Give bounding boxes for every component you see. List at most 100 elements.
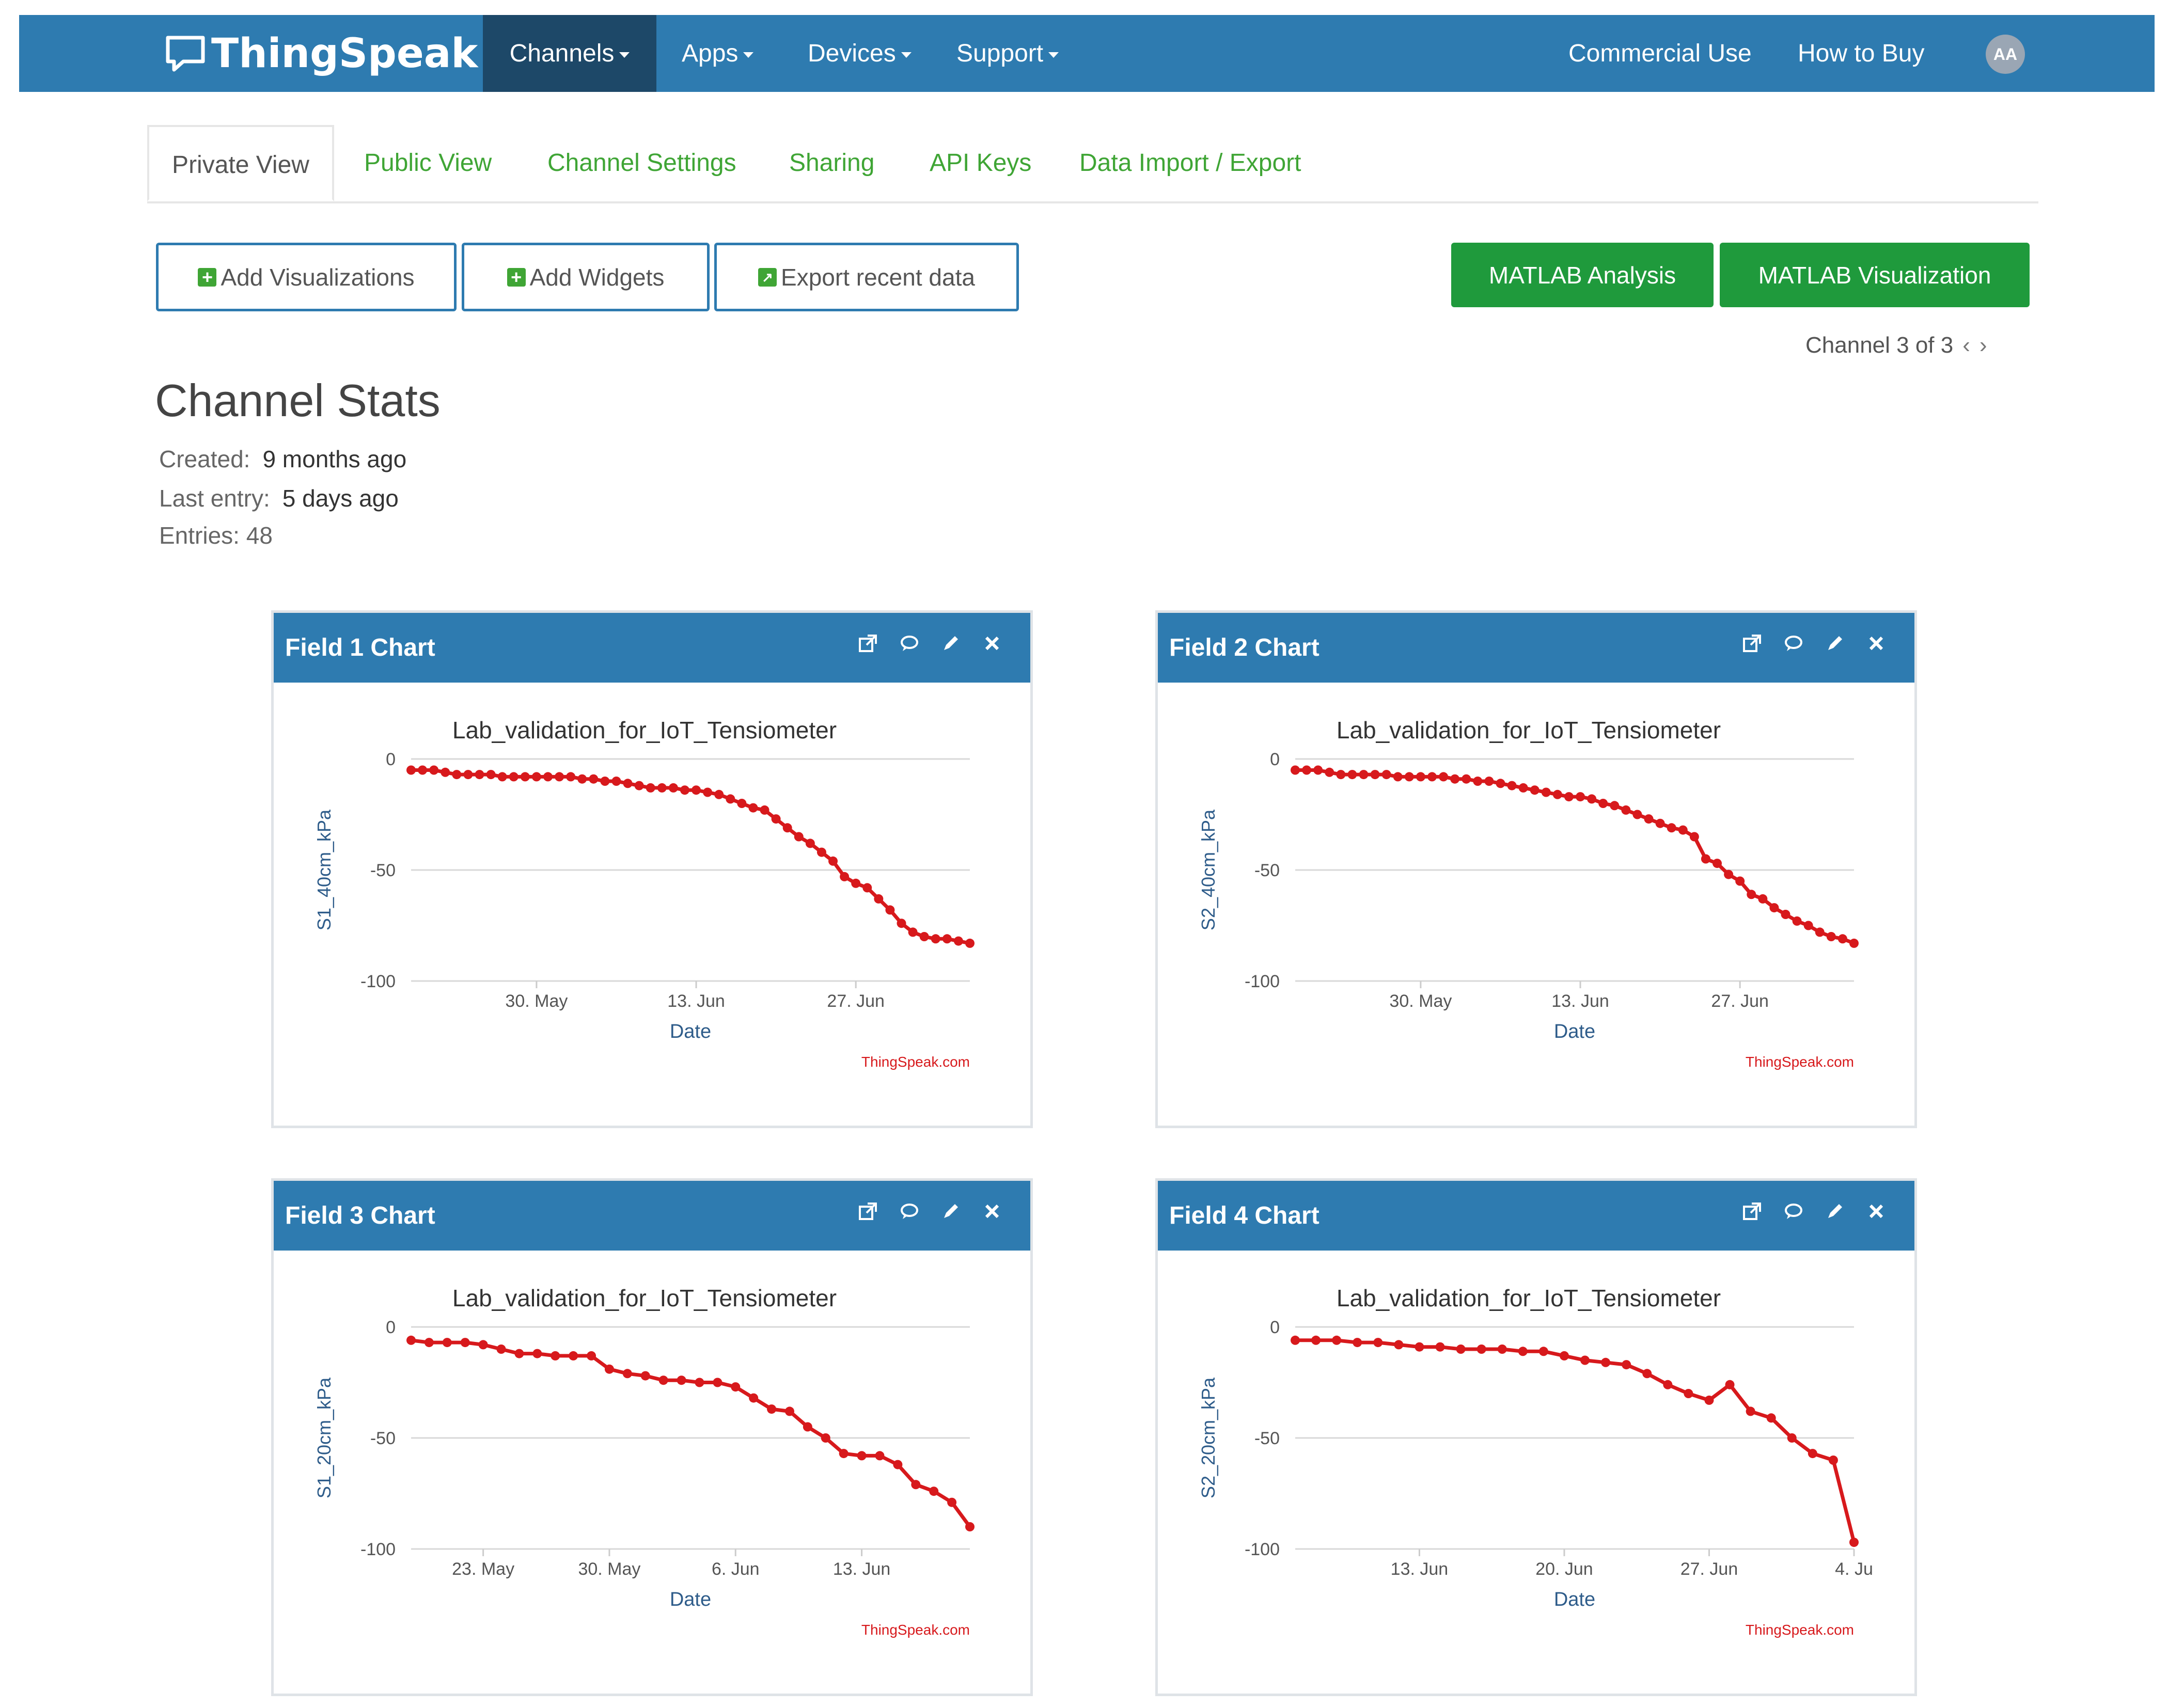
close-icon[interactable] [982,1201,1002,1221]
close-icon[interactable] [1866,1201,1886,1221]
data-point[interactable] [555,772,564,782]
data-point[interactable] [1792,916,1802,926]
data-point[interactable] [805,839,815,848]
data-point[interactable] [1393,772,1403,782]
data-point[interactable] [911,1480,921,1490]
nav-devices[interactable]: Devices [808,15,912,92]
tab-channel-settings[interactable]: Channel Settings [547,149,736,177]
data-point[interactable] [589,774,599,784]
data-point[interactable] [1655,818,1665,828]
data-point[interactable] [1456,1345,1466,1354]
data-point[interactable] [1373,1338,1383,1348]
data-point[interactable] [1689,832,1699,842]
data-point[interactable] [509,772,519,782]
data-point[interactable] [1684,1389,1693,1398]
data-point[interactable] [947,1497,957,1507]
data-point[interactable] [634,781,644,790]
data-point[interactable] [1815,927,1825,937]
data-point[interactable] [1332,1335,1342,1345]
data-point[interactable] [692,785,701,795]
data-point[interactable] [1291,765,1300,775]
data-point[interactable] [1302,765,1312,775]
data-point[interactable] [714,789,724,799]
data-point[interactable] [1416,772,1425,782]
data-point[interactable] [497,772,507,782]
nav-how-to-buy[interactable]: How to Buy [1798,40,1925,67]
data-point[interactable] [1781,910,1790,919]
prev-channel-icon[interactable]: ‹ [1962,333,1970,358]
data-point[interactable] [1642,1369,1652,1379]
data-point[interactable] [767,1404,777,1414]
close-icon[interactable] [1866,634,1886,653]
pencil-icon[interactable] [1825,634,1845,653]
data-point[interactable] [840,872,850,881]
data-point[interactable] [965,1522,975,1531]
data-point[interactable] [908,927,918,937]
data-point[interactable] [532,1349,542,1358]
data-point[interactable] [463,770,473,780]
data-point[interactable] [1713,859,1722,868]
data-point[interactable] [658,1375,668,1385]
data-point[interactable] [478,1340,488,1350]
data-point[interactable] [897,919,906,928]
data-point[interactable] [442,1338,452,1348]
data-point[interactable] [1450,774,1460,784]
data-point[interactable] [1439,772,1449,782]
data-point[interactable] [1746,1406,1755,1416]
data-point[interactable] [418,765,428,775]
data-point[interactable] [737,799,747,808]
data-point[interactable] [1587,794,1597,804]
data-point[interactable] [1621,805,1631,815]
data-point[interactable] [782,823,792,833]
external-link-icon[interactable] [858,1201,878,1221]
data-point[interactable] [514,1349,524,1358]
data-point[interactable] [604,1364,614,1374]
data-point[interactable] [1325,767,1334,777]
data-point[interactable] [551,1351,560,1361]
comment-icon[interactable] [900,1201,919,1221]
data-point[interactable] [1359,770,1369,780]
data-point[interactable] [406,1335,416,1345]
thingspeak-logo[interactable]: ThingSpeak ™ [165,15,494,92]
data-point[interactable] [1476,1345,1486,1354]
data-point[interactable] [569,1351,578,1361]
pencil-icon[interactable] [941,1201,961,1221]
pencil-icon[interactable] [1825,1201,1845,1221]
data-point[interactable] [1704,1395,1714,1405]
data-point[interactable] [942,934,952,944]
data-point[interactable] [1394,1340,1404,1350]
data-point[interactable] [1849,1538,1859,1547]
data-point[interactable] [748,803,758,813]
data-point[interactable] [703,787,713,797]
data-point[interactable] [1530,785,1539,795]
data-point[interactable] [1462,774,1471,784]
data-point[interactable] [1580,1355,1590,1365]
data-point[interactable] [640,1371,650,1381]
data-point[interactable] [1622,1360,1631,1370]
tab-sharing[interactable]: Sharing [789,149,875,177]
data-point[interactable] [406,765,416,775]
data-point[interactable] [874,894,884,904]
data-point[interactable] [520,772,530,782]
data-point[interactable] [784,1406,794,1416]
data-point[interactable] [441,767,450,777]
data-point[interactable] [1564,792,1574,802]
data-point[interactable] [851,878,861,888]
data-point[interactable] [1803,921,1813,930]
data-point[interactable] [452,770,462,780]
data-point[interactable] [1724,869,1734,879]
data-point[interactable] [839,1449,849,1459]
data-point[interactable] [1826,932,1836,941]
data-point[interactable] [1497,1345,1507,1354]
data-point[interactable] [1766,1413,1776,1423]
data-point[interactable] [646,783,655,793]
data-point[interactable] [1415,1342,1424,1352]
data-point[interactable] [1601,1357,1611,1367]
external-link-icon[interactable] [1742,1201,1762,1221]
data-point[interactable] [475,770,484,780]
matlab-visualization-button[interactable]: MATLAB Visualization [1720,243,2030,307]
data-point[interactable] [1678,825,1688,835]
data-point[interactable] [680,785,689,795]
data-point[interactable] [828,856,838,866]
data-point[interactable] [929,1486,939,1496]
